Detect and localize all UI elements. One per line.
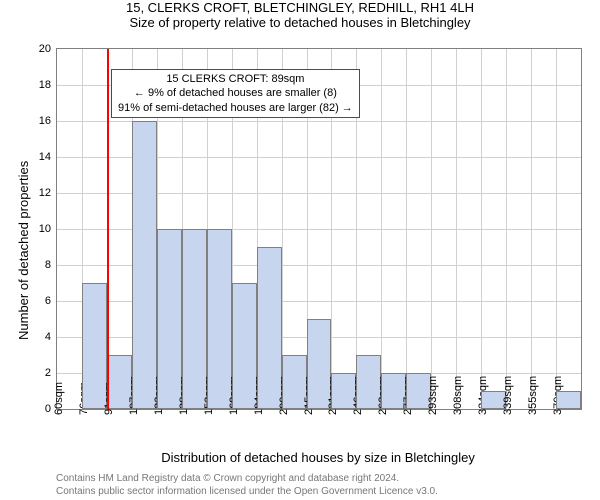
y-tick-label: 2	[45, 367, 57, 379]
y-tick-label: 18	[39, 79, 57, 91]
annotation-line: 91% of semi-detached houses are larger (…	[118, 101, 353, 115]
grid-line-v	[406, 49, 407, 409]
x-tick-label: 308sqm	[452, 376, 464, 415]
annotation-line: ← 9% of detached houses are smaller (8)	[118, 86, 353, 100]
histogram-bar	[132, 121, 157, 409]
chart-title: 15, CLERKS CROFT, BLETCHINGLEY, REDHILL,…	[0, 0, 600, 15]
grid-line-v	[431, 49, 432, 409]
y-tick-label: 16	[39, 115, 57, 127]
grid-line-v	[556, 49, 557, 409]
chart-subtitle: Size of property relative to detached ho…	[0, 15, 600, 30]
x-tick-label: 60sqm	[53, 382, 65, 415]
chart-plot-area: 0246810121416182060sqm76sqm91sqm107sqm12…	[56, 48, 582, 410]
histogram-bar	[556, 391, 581, 409]
y-axis-label: Number of detached properties	[16, 161, 31, 340]
y-tick-label: 14	[39, 151, 57, 163]
y-tick-label: 4	[45, 331, 57, 343]
grid-line-v	[381, 49, 382, 409]
footer-line-1: Contains HM Land Registry data © Crown c…	[56, 472, 438, 485]
x-tick-label: 293sqm	[427, 376, 439, 415]
footer-line-2: Contains public sector information licen…	[56, 485, 438, 498]
annotation-box: 15 CLERKS CROFT: 89sqm← 9% of detached h…	[111, 69, 360, 118]
x-axis-label: Distribution of detached houses by size …	[56, 450, 580, 465]
y-tick-label: 12	[39, 187, 57, 199]
annotation-line: 15 CLERKS CROFT: 89sqm	[118, 72, 353, 86]
y-tick-label: 8	[45, 259, 57, 271]
grid-line-v	[531, 49, 532, 409]
grid-line-v	[481, 49, 482, 409]
x-tick-label: 355sqm	[527, 376, 539, 415]
y-tick-label: 10	[39, 223, 57, 235]
property-marker-line	[107, 49, 109, 409]
grid-line-v	[456, 49, 457, 409]
y-tick-label: 20	[39, 43, 57, 55]
x-tick-label: 339sqm	[502, 376, 514, 415]
chart-container: 15, CLERKS CROFT, BLETCHINGLEY, REDHILL,…	[0, 0, 600, 500]
footer-text: Contains HM Land Registry data © Crown c…	[56, 472, 438, 498]
grid-line-v	[506, 49, 507, 409]
y-tick-label: 6	[45, 295, 57, 307]
